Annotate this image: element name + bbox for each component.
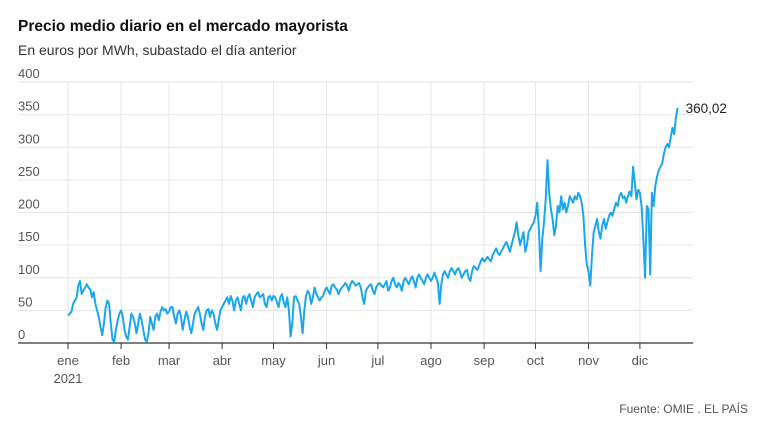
x-tick-label: sep [474,353,495,368]
y-tick-label: 100 [18,262,40,277]
x-tick-label: nov [578,353,599,368]
y-tick-label: 350 [18,99,40,114]
end-value-label: 360,02 [686,101,727,116]
y-axis-ticks: 0 50 100 150 200 250 300 350 400 [18,66,40,342]
x-tick-year-label: 2021 [54,371,83,386]
y-tick-label: 150 [18,229,40,244]
y-tick-label: 400 [18,66,40,81]
x-tick-label: jul [370,353,384,368]
series-line [67,107,679,343]
y-tick-label: 0 [18,327,25,342]
x-tick-label: mar [158,353,181,368]
y-tick-label: 50 [18,294,32,309]
y-tick-label: 250 [18,164,40,179]
y-tick-label: 300 [18,131,40,146]
chart-subtitle: En euros por MWh, subastado el día anter… [18,42,297,58]
x-tick-label: jun [317,353,335,368]
x-tick-label: dic [632,353,649,368]
y-tick-label: 200 [18,197,40,212]
grid-lines [18,81,693,344]
source-note: Fuente: OMIE . EL PAÍS [619,402,748,416]
x-tick-label: ene [57,353,79,368]
x-axis-ticks: ene feb mar abr may jun jul ago sep oct nov dic [57,343,649,368]
x-tick-label: oct [527,353,545,368]
x-tick-label: ago [420,353,442,368]
x-tick-label: feb [112,353,130,368]
x-tick-label: may [261,353,286,368]
chart-title: Precio medio diario en el mercado mayori… [18,18,348,35]
x-tick-label: abr [213,353,232,368]
